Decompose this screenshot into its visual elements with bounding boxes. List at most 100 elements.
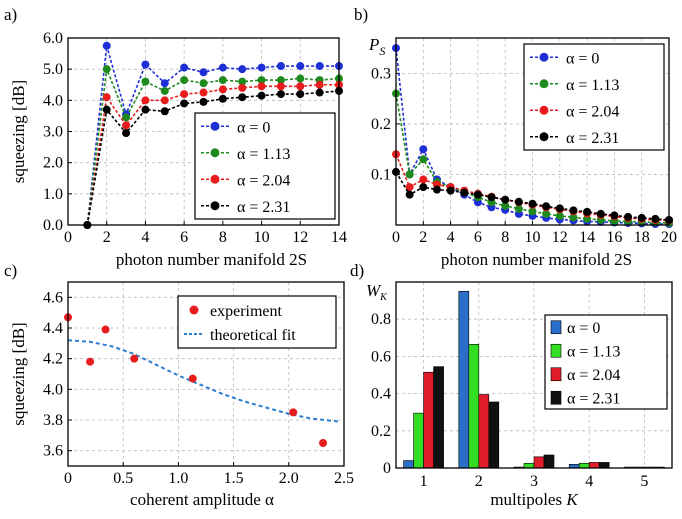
y-tick-label: 0.8 bbox=[371, 311, 391, 328]
y-tick-label: 2.0 bbox=[43, 155, 63, 172]
data-point bbox=[238, 65, 247, 74]
x-tick-label: 4 bbox=[585, 473, 593, 490]
data-point bbox=[583, 214, 592, 223]
data-point bbox=[180, 63, 189, 72]
chart-c: 0 0.5 1.0 1.5 2.0 2.5 3.6 3.8 4.0 4.2 4.4 4.6 experi… bbox=[9, 281, 354, 509]
data-point bbox=[102, 105, 111, 114]
y-tick-label: 0.3 bbox=[371, 65, 391, 82]
x-axis-label: photon number manifold 2S bbox=[441, 250, 632, 269]
y-tick-label: 0.2 bbox=[371, 423, 391, 440]
data-point bbox=[405, 183, 414, 192]
data-point bbox=[141, 60, 150, 69]
x-tick-label: 5 bbox=[640, 473, 648, 490]
data-point bbox=[315, 62, 324, 71]
legend-marker bbox=[210, 121, 220, 131]
legend-label: α = 2.04 bbox=[237, 172, 290, 189]
data-point bbox=[199, 88, 208, 97]
x-tick-label: 10 bbox=[254, 229, 270, 246]
y-tick-label: 5.0 bbox=[43, 61, 63, 78]
x-tick-label: 2.5 bbox=[334, 470, 354, 487]
plot-frame bbox=[395, 281, 673, 469]
legend-label: α = 0 bbox=[566, 50, 599, 67]
legend-label: α = 2.04 bbox=[566, 103, 619, 120]
data-point bbox=[405, 170, 414, 179]
bar bbox=[543, 454, 555, 469]
legend-marker bbox=[539, 52, 549, 62]
data-point bbox=[419, 183, 428, 192]
data-point bbox=[180, 90, 189, 99]
data-point bbox=[501, 201, 510, 210]
x-tick-label: 14 bbox=[579, 229, 595, 246]
legend-box bbox=[194, 112, 336, 220]
bar bbox=[413, 412, 424, 469]
data-point bbox=[218, 94, 227, 103]
data-point bbox=[218, 76, 227, 85]
bar bbox=[598, 462, 610, 469]
bar bbox=[468, 344, 480, 469]
series-line bbox=[395, 93, 670, 224]
data-point bbox=[276, 82, 285, 91]
data-point bbox=[257, 82, 266, 91]
data-point bbox=[102, 65, 111, 74]
x-axis-label: multipoles K bbox=[490, 490, 579, 509]
x-tick-label: 2 bbox=[419, 229, 427, 246]
legend-label: theoretical fit bbox=[210, 327, 296, 344]
data-point bbox=[419, 145, 428, 154]
y-axis-label: WK bbox=[366, 281, 388, 303]
legend-swatch bbox=[550, 343, 562, 358]
data-point bbox=[160, 79, 169, 88]
data-point bbox=[569, 206, 578, 215]
legend-marker bbox=[539, 132, 549, 142]
y-tick-label: 3.0 bbox=[43, 124, 63, 141]
data-point bbox=[555, 211, 564, 220]
data-point bbox=[296, 74, 305, 83]
data-point bbox=[501, 195, 510, 204]
data-point bbox=[276, 76, 285, 85]
legend-label: α = 1.13 bbox=[237, 146, 290, 163]
data-point bbox=[102, 41, 111, 50]
data-point bbox=[432, 185, 441, 194]
legend-label: α = 2.31 bbox=[237, 199, 290, 216]
x-tick-label: 18 bbox=[634, 229, 650, 246]
data-point bbox=[446, 186, 455, 195]
data-point bbox=[624, 212, 633, 221]
y-tick-label: 4.6 bbox=[43, 289, 63, 306]
plot-frame bbox=[67, 281, 345, 467]
data-point bbox=[180, 99, 189, 108]
legend-marker bbox=[210, 148, 220, 158]
data-point bbox=[651, 214, 660, 223]
x-tick-label: 1.5 bbox=[224, 470, 244, 487]
y-tick-label: 0.6 bbox=[371, 348, 391, 365]
data-point bbox=[596, 209, 605, 218]
x-tick-label: 20 bbox=[661, 229, 677, 246]
legend-marker bbox=[210, 174, 220, 184]
x-tick-label: 2 bbox=[475, 473, 483, 490]
data-point bbox=[199, 68, 208, 77]
panel-label-c: c) bbox=[4, 261, 17, 280]
y-tick-label: 4.0 bbox=[43, 92, 63, 109]
data-point bbox=[296, 90, 305, 99]
fit-line bbox=[67, 339, 339, 423]
data-point bbox=[542, 209, 551, 218]
data-point bbox=[188, 374, 197, 383]
data-point bbox=[102, 93, 111, 102]
data-point bbox=[319, 439, 328, 447]
panel-label-a: a) bbox=[4, 5, 17, 24]
y-tick-label: 0.2 bbox=[371, 116, 391, 133]
x-tick-label: 0 bbox=[64, 229, 72, 246]
data-point bbox=[238, 83, 247, 92]
y-tick-label: 6.0 bbox=[43, 30, 63, 47]
data-point bbox=[238, 77, 247, 86]
data-point bbox=[315, 80, 324, 89]
legend-swatch bbox=[550, 367, 562, 382]
y-tick-label: 4.2 bbox=[43, 351, 63, 368]
series-line bbox=[395, 153, 670, 222]
data-point bbox=[276, 62, 285, 71]
x-tick-label: 4 bbox=[141, 229, 149, 246]
legend-marker bbox=[210, 201, 220, 211]
data-point bbox=[160, 107, 169, 116]
data-point bbox=[276, 90, 285, 99]
data-point bbox=[514, 204, 523, 213]
data-point bbox=[141, 105, 150, 114]
